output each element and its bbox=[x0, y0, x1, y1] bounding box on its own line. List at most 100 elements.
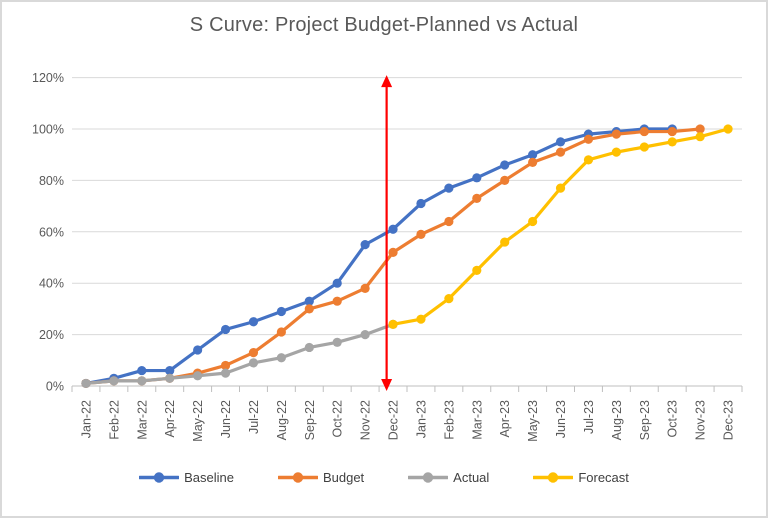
series-marker-budget bbox=[332, 296, 342, 306]
series-marker-budget bbox=[528, 157, 538, 168]
series-marker-actual bbox=[165, 373, 175, 383]
series-marker-budget bbox=[276, 327, 286, 337]
arrow-head-up-icon bbox=[381, 75, 393, 88]
series-marker-forecast bbox=[583, 155, 594, 165]
series-marker-actual bbox=[193, 371, 203, 381]
arrow-head-down-icon bbox=[381, 379, 393, 391]
chart-legend: Baseline Budget Actual Forecast bbox=[2, 470, 766, 485]
series-line-actual bbox=[84, 322, 395, 386]
series-marker-forecast bbox=[611, 147, 621, 157]
series-line-forecast bbox=[391, 127, 730, 326]
series-marker-budget bbox=[555, 147, 566, 157]
series-marker-forecast bbox=[388, 319, 398, 329]
legend-label: Baseline bbox=[184, 470, 234, 485]
series-marker-budget bbox=[444, 216, 454, 227]
y-axis-tick-label: 0% bbox=[46, 380, 64, 394]
series-marker-baseline bbox=[165, 365, 175, 376]
series-marker-budget bbox=[695, 124, 705, 134]
legend-label: Budget bbox=[322, 470, 365, 485]
legend-dot bbox=[548, 472, 559, 483]
series-marker-actual bbox=[276, 353, 286, 363]
series-marker-baseline bbox=[528, 150, 538, 160]
x-axis-tick-label: Dec-22 bbox=[387, 400, 401, 440]
legend-item-budget: Budget bbox=[277, 470, 365, 485]
series-marker-budget bbox=[667, 126, 677, 137]
x-axis-tick-label: Mar-22 bbox=[135, 400, 149, 440]
series-marker-forecast bbox=[555, 183, 566, 193]
x-axis-tick-label: Mar-23 bbox=[470, 400, 484, 440]
x-axis-tick-label: Jun-23 bbox=[554, 400, 568, 438]
legend-item-baseline: Baseline bbox=[139, 470, 234, 485]
series-marker-forecast bbox=[639, 142, 649, 152]
series-marker-baseline bbox=[193, 345, 203, 355]
series-marker-forecast bbox=[528, 216, 538, 227]
series-marker-budget bbox=[220, 360, 231, 371]
y-axis-tick-label: 100% bbox=[32, 123, 64, 137]
series-marker-baseline bbox=[332, 278, 342, 288]
series-marker-forecast bbox=[723, 124, 733, 134]
series-marker-forecast bbox=[444, 294, 454, 304]
x-axis-tick-label: Nov-23 bbox=[694, 400, 708, 440]
series-marker-budget bbox=[388, 247, 398, 257]
x-axis-tick-label: May-22 bbox=[191, 400, 205, 442]
series-line-baseline bbox=[84, 127, 674, 386]
x-axis-tick-label: Feb-22 bbox=[107, 400, 121, 440]
x-axis-tick-label: Nov-22 bbox=[359, 400, 373, 440]
series-marker-baseline bbox=[555, 137, 566, 147]
legend-marker-icon bbox=[408, 472, 449, 483]
series-marker-baseline bbox=[388, 224, 398, 234]
series-marker-baseline bbox=[500, 160, 510, 170]
series-marker-actual bbox=[360, 330, 370, 340]
x-axis-tick-label: Oct-22 bbox=[331, 400, 345, 438]
x-axis-tick-label: Sep-22 bbox=[303, 400, 317, 440]
series-marker-budget bbox=[248, 347, 259, 358]
chart-title: S Curve: Project Budget-Planned vs Actua… bbox=[189, 14, 579, 36]
series-marker-forecast bbox=[667, 137, 677, 147]
series-marker-baseline bbox=[248, 317, 259, 327]
legend-item-actual: Actual bbox=[408, 470, 489, 485]
series-marker-baseline bbox=[276, 306, 286, 317]
series-marker-budget bbox=[639, 126, 649, 137]
series-marker-budget bbox=[304, 304, 314, 314]
x-axis-tick-label: May-23 bbox=[526, 400, 540, 442]
legend-label: Actual bbox=[453, 470, 490, 485]
x-axis-tick-label: Jan-22 bbox=[79, 400, 93, 438]
legend-dot bbox=[292, 472, 304, 483]
series-marker-budget bbox=[416, 229, 426, 239]
legend-label: Forecast bbox=[578, 470, 629, 485]
series-marker-baseline bbox=[304, 296, 314, 306]
x-axis-tick-label: Apr-22 bbox=[163, 400, 177, 438]
y-axis-tick-label: 120% bbox=[32, 71, 64, 85]
legend-marker-icon bbox=[277, 472, 318, 483]
y-axis-tick-label: 80% bbox=[39, 174, 64, 188]
x-axis-tick-label: Jun-22 bbox=[219, 400, 233, 438]
series-marker-actual bbox=[304, 342, 314, 353]
series-marker-budget bbox=[472, 193, 482, 203]
legend-marker-icon bbox=[533, 472, 574, 483]
legend-dot bbox=[153, 472, 165, 483]
series-marker-forecast bbox=[695, 132, 705, 142]
series-marker-budget bbox=[611, 129, 621, 139]
x-axis-tick-label: Jul-22 bbox=[247, 400, 261, 434]
x-axis-tick-label: Jan-23 bbox=[414, 400, 428, 438]
x-axis-tick-label: Feb-23 bbox=[442, 400, 456, 440]
x-axis-tick-label: Aug-23 bbox=[610, 400, 624, 440]
series-marker-baseline bbox=[360, 240, 370, 250]
series-marker-actual bbox=[109, 376, 119, 386]
series-marker-actual bbox=[248, 358, 259, 368]
legend-item-forecast: Forecast bbox=[533, 470, 629, 485]
x-axis-tick-label: Apr-23 bbox=[498, 400, 512, 438]
x-axis-tick-label: Aug-22 bbox=[275, 400, 289, 440]
series-marker-baseline bbox=[472, 173, 482, 183]
series-marker-forecast bbox=[416, 314, 426, 324]
legend-marker-icon bbox=[139, 472, 180, 483]
series-marker-forecast bbox=[472, 265, 482, 275]
series-marker-actual bbox=[81, 378, 91, 389]
x-axis-tick-label: Oct-23 bbox=[666, 400, 680, 438]
series-marker-baseline bbox=[416, 198, 426, 209]
legend-dot bbox=[422, 472, 434, 483]
y-axis-tick-label: 20% bbox=[39, 328, 64, 342]
series-marker-actual bbox=[137, 376, 147, 386]
series-marker-budget bbox=[360, 283, 370, 293]
